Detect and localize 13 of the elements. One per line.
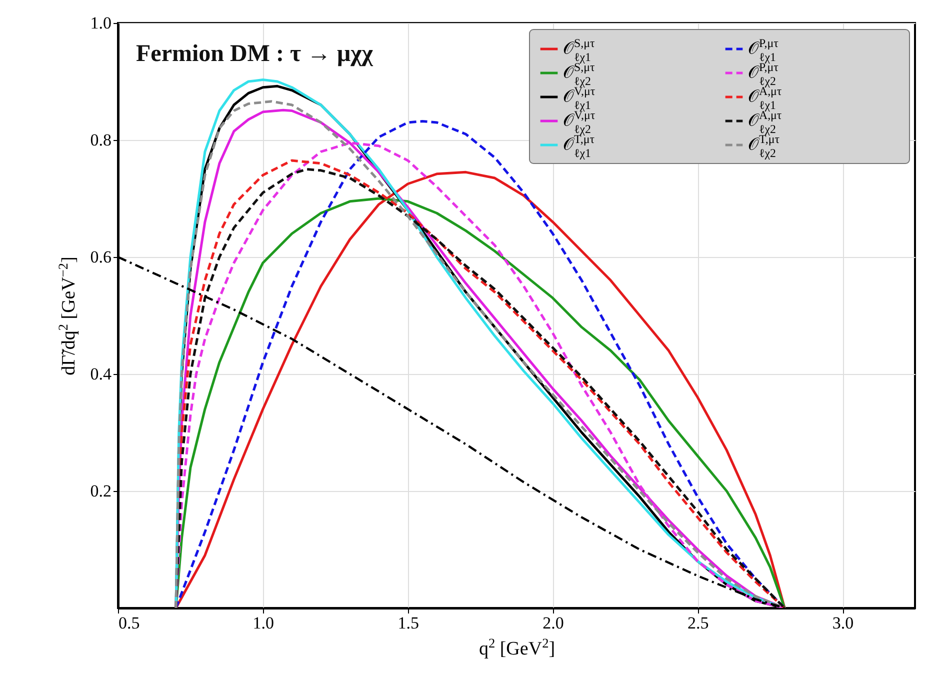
x-tick-label: 0.5 xyxy=(118,614,140,632)
y-tick-label: 0.2 xyxy=(90,482,112,500)
x-tick-label: 3.0 xyxy=(832,614,854,632)
y-tick-label: 0.8 xyxy=(90,130,112,150)
x-axis-title: q$^{2}$ [GeV$^{2}$] xyxy=(478,635,556,660)
y-tick-label: 1.0 xyxy=(90,14,112,32)
y-tick-label: 0.4 xyxy=(90,364,112,384)
x-tick-label: 1.0 xyxy=(252,614,274,632)
y-tick-label: 0.6 xyxy=(90,248,112,266)
text: Fermion DM : τ → μχχ xyxy=(136,41,374,67)
x-tick-label: 1.5 xyxy=(398,614,419,632)
x-tick-label: 2.5 xyxy=(688,614,709,632)
x-tick-label: 2.0 xyxy=(542,614,564,632)
